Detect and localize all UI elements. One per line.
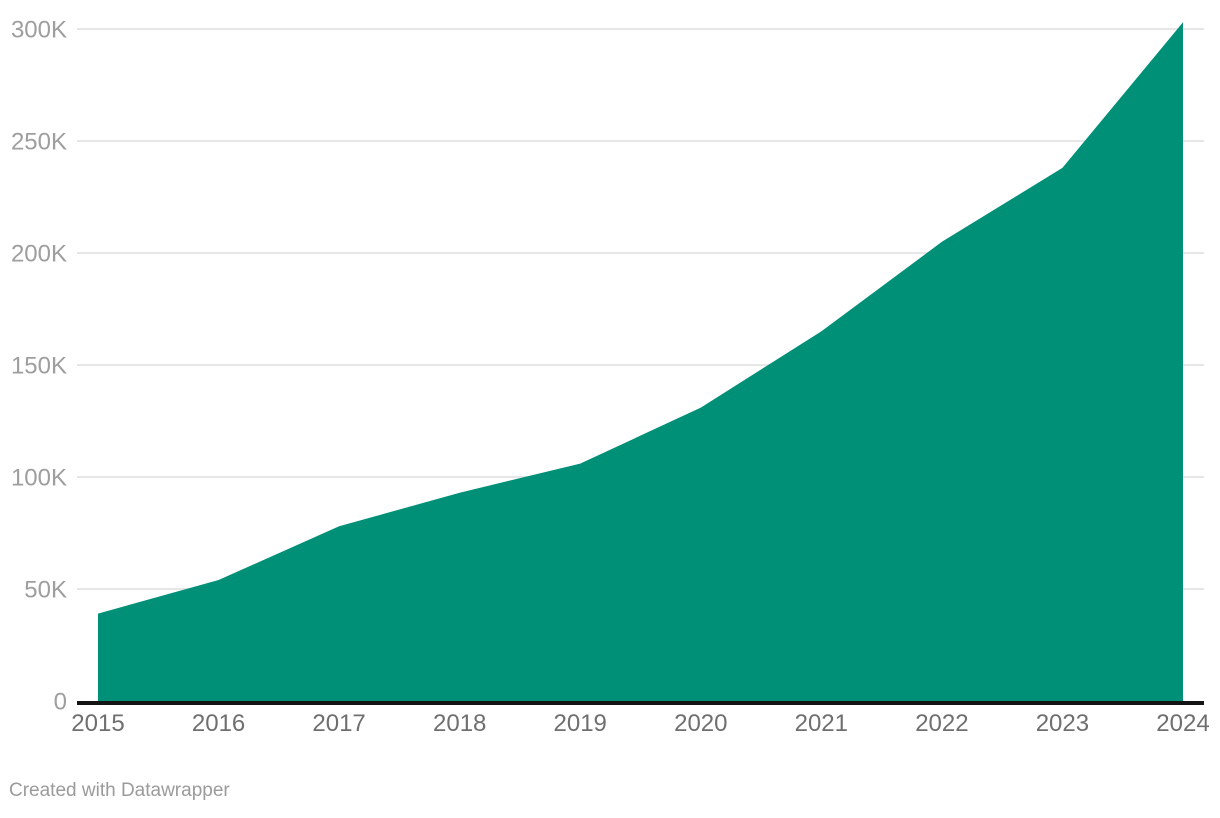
x-axis-label: 2022: [915, 710, 968, 737]
x-axis-label: 2019: [554, 710, 607, 737]
y-axis-label: 300K: [11, 17, 67, 44]
y-axis-label: 0: [54, 689, 67, 716]
y-axis-label: 100K: [11, 465, 67, 492]
x-axis-label: 2018: [433, 710, 486, 737]
x-axis-label: 2024: [1156, 710, 1209, 737]
y-axis-label: 50K: [24, 577, 67, 604]
x-axis-label: 2017: [312, 710, 365, 737]
x-axis-label: 2023: [1036, 710, 1089, 737]
x-axis-label: 2016: [192, 710, 245, 737]
y-axis-label: 250K: [11, 129, 67, 156]
y-axis-label: 150K: [11, 353, 67, 380]
x-axis-label: 2020: [674, 710, 727, 737]
x-axis-label: 2015: [71, 710, 124, 737]
x-axis-label: 2021: [795, 710, 848, 737]
area-series: [98, 22, 1183, 702]
attribution-text: Created with Datawrapper: [9, 780, 230, 801]
area-chart: 0 50K 100K 150K 200K 250K 300K 2015 2016 2017 2018…: [11, 17, 1210, 738]
y-axis-label: 200K: [11, 241, 67, 268]
attribution: Created with Datawrapper: [9, 779, 230, 803]
